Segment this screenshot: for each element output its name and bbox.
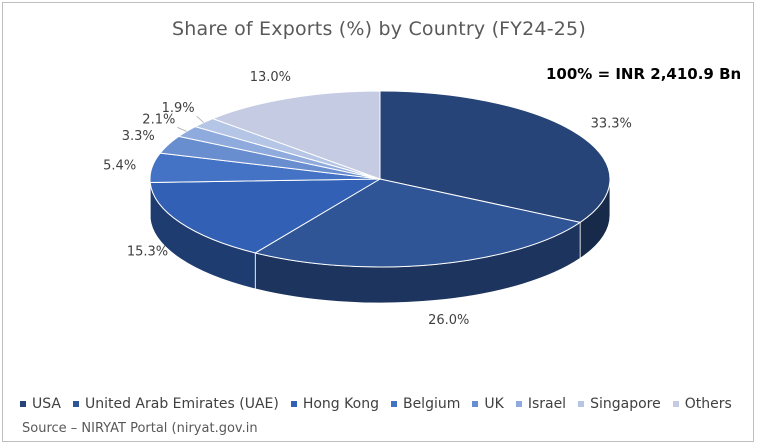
legend-swatch xyxy=(390,401,397,407)
legend-item: Israel xyxy=(515,396,567,412)
legend-label: Belgium xyxy=(402,396,461,412)
legend-item: UK xyxy=(472,396,504,412)
legend-item: USA xyxy=(20,396,61,412)
data-label-united-arab-emirates-uae-: 26.0% xyxy=(428,313,469,328)
legend-label: USA xyxy=(32,396,61,412)
data-label-hong-kong: 15.3% xyxy=(127,245,168,260)
legend-item: Hong Kong xyxy=(290,396,379,412)
legend-swatch xyxy=(515,401,522,407)
data-label-belgium: 5.4% xyxy=(103,158,136,173)
data-label-others: 13.0% xyxy=(250,70,291,85)
slice-united-arab-emirates-uae- xyxy=(253,178,582,268)
slice-others xyxy=(211,90,381,180)
chart-legend: USA United Arab Emirates (UAE) Hong Kong Be… xyxy=(20,396,750,412)
leader-line xyxy=(196,115,204,123)
legend-swatch xyxy=(290,401,297,407)
legend-label: Singapore xyxy=(590,396,661,412)
data-label-uk: 3.3% xyxy=(122,129,155,144)
source-note: Source – NIRYAT Portal (niryat.gov.in xyxy=(22,421,258,436)
chart-title: Share of Exports (%) by Country (FY24-25… xyxy=(172,18,586,40)
legend-swatch xyxy=(20,401,26,407)
leader-line xyxy=(177,127,187,132)
slice-usa xyxy=(379,90,611,223)
legend-swatch xyxy=(72,401,79,407)
legend-item: United Arab Emirates (UAE) xyxy=(72,396,279,412)
legend-label: Others xyxy=(684,396,732,412)
legend-swatch xyxy=(472,401,479,407)
legend-swatch xyxy=(672,401,679,407)
legend-label: United Arab Emirates (UAE) xyxy=(84,396,279,412)
data-label-singapore: 1.9% xyxy=(162,101,195,116)
legend-label: UK xyxy=(484,396,504,412)
legend-item: Singapore xyxy=(578,396,661,412)
total-note: 100% = INR 2,410.9 Bn xyxy=(546,65,742,83)
legend-label: Hong Kong xyxy=(302,396,379,412)
legend-swatch xyxy=(578,401,585,407)
data-label-usa: 33.3% xyxy=(591,117,632,132)
data-label-israel: 2.1% xyxy=(142,112,175,127)
legend-item: Belgium xyxy=(390,396,461,412)
legend-label: Israel xyxy=(527,396,567,412)
slice-hong-kong xyxy=(149,178,382,254)
legend-item: Others xyxy=(672,396,732,412)
